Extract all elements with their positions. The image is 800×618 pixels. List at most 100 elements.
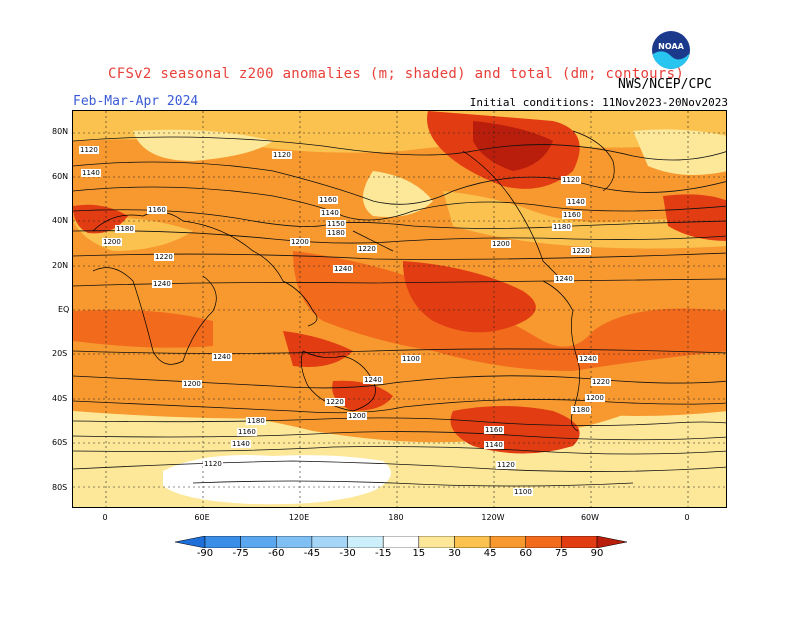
contour-label: 1150 — [326, 220, 346, 228]
contour-label: 1240 — [212, 353, 232, 361]
colorbar-cell — [561, 536, 598, 548]
shade-greenland-light — [633, 129, 726, 175]
lat-label-60s: 60S — [52, 438, 68, 447]
shade-siberia-light — [133, 129, 273, 161]
lon-label-60e: 60E — [194, 513, 210, 522]
colorbar-tick-label: -45 — [303, 548, 321, 559]
colorbar-cell — [240, 536, 277, 548]
contour-label: 1120 — [203, 460, 223, 468]
colorbar-cell — [204, 536, 241, 548]
contour-label: 1200 — [585, 394, 605, 402]
contour-label: 1240 — [554, 275, 574, 283]
colorbar-tick-label: -30 — [339, 548, 356, 559]
colorbar-arrow-low — [175, 536, 206, 548]
contour-label: 1120 — [496, 461, 516, 469]
colorbar-cell — [311, 536, 348, 548]
contour-label: 1120 — [272, 151, 292, 159]
shade-npac-light — [363, 171, 433, 217]
colorbar-cell — [489, 536, 526, 548]
contour-label: 1220 — [591, 378, 611, 386]
contour-label: 1180 — [246, 417, 266, 425]
shade-atl-red — [663, 194, 726, 241]
colorbar-tick-label: 60 — [519, 548, 533, 559]
colorbar-cell — [525, 536, 562, 548]
lon-label-120e: 120E — [288, 513, 310, 522]
season-label: Feb-Mar-Apr 2024 — [73, 94, 199, 109]
contour-label: 1240 — [363, 376, 383, 384]
shade-tropics — [293, 251, 726, 371]
contour-label: 1100 — [401, 355, 421, 363]
contour-label: 1180 — [115, 225, 135, 233]
shade-pacific-max — [403, 261, 536, 333]
contour-label: 1160 — [147, 206, 167, 214]
contour-label: 1200 — [347, 412, 367, 420]
noaa-logo-text: NOAA — [658, 42, 684, 51]
contour-label: 1140 — [484, 441, 504, 449]
contour-label: 1140 — [231, 440, 251, 448]
colorbar-tick-label: 15 — [412, 548, 426, 559]
noaa-logo: NOAA — [652, 31, 690, 69]
contour-label: 1140 — [81, 169, 101, 177]
initial-conditions-label: Initial conditions: 11Nov2023-20Nov2023 — [469, 96, 728, 109]
colorbar-cell — [276, 536, 313, 548]
graticule — [73, 111, 726, 507]
contour-label: 1220 — [571, 247, 591, 255]
colorbar-tick-label: -60 — [268, 548, 285, 559]
contour-label: 1160 — [562, 211, 582, 219]
lat-label-40n: 40N — [52, 216, 69, 225]
contour-label: 1240 — [333, 265, 353, 273]
colorbar-cells — [175, 536, 627, 548]
contour-label: 1100 — [513, 488, 533, 496]
colorbar-tick-label: 30 — [448, 548, 461, 559]
coastlines — [92, 130, 615, 432]
colorbar-tick-label: -75 — [232, 548, 249, 559]
colorbar-cell — [454, 536, 491, 548]
contour-label: 1220 — [357, 245, 377, 253]
anomaly-map — [72, 110, 727, 508]
lat-label-20n: 20N — [52, 261, 69, 270]
contour-label: 1200 — [182, 380, 202, 388]
contour-label: 1220 — [154, 253, 174, 261]
colorbar — [175, 536, 627, 548]
colorbar-arrow-high — [596, 536, 627, 548]
lat-label-20s: 20S — [52, 349, 68, 358]
lat-label-80n: 80N — [52, 127, 69, 136]
contour-label: 1160 — [237, 428, 257, 436]
shade-maritime — [283, 331, 353, 367]
map-title: CFSv2 seasonal z200 anomalies (m; shaded… — [108, 66, 685, 82]
height-contours — [73, 136, 726, 487]
colorbar-tick-label: -90 — [196, 548, 214, 559]
lon-label-60w: 60W — [580, 513, 600, 522]
contour-label: 1220 — [325, 398, 345, 406]
contour-label: 1120 — [561, 176, 581, 184]
map-canvas — [73, 111, 726, 507]
contour-label: 1160 — [318, 196, 338, 204]
lat-label-80s: 80S — [52, 483, 68, 492]
colorbar-tick-label: -15 — [375, 548, 392, 559]
colorbar-cell — [347, 536, 384, 548]
contour-label: 1140 — [320, 209, 340, 217]
lon-label-180: 180 — [388, 513, 404, 522]
shade-aus-red — [332, 380, 393, 411]
contour-label: 1180 — [326, 229, 346, 237]
lon-label-0: 0 — [102, 513, 108, 522]
lat-label-60n: 60N — [52, 172, 69, 181]
contour-label: 1200 — [491, 240, 511, 248]
shade-europe-red — [73, 204, 128, 234]
colorbar-tick-label: 75 — [554, 548, 568, 559]
colorbar-tick-label: 90 — [590, 548, 604, 559]
shade-midlat-light — [443, 191, 726, 249]
shade-south-mid — [73, 371, 726, 419]
colorbar-cell — [418, 536, 455, 548]
contour-label: 1160 — [484, 426, 504, 434]
lon-label-120w: 120W — [481, 513, 505, 522]
lat-label-eq: EQ — [58, 305, 70, 314]
contour-label: 1240 — [578, 355, 598, 363]
colorbar-cell — [382, 536, 420, 548]
lon-label-0-east: 0 — [684, 513, 690, 522]
contour-label: 1200 — [102, 238, 122, 246]
agency-label: NWS/NCEP/CPC — [618, 77, 712, 92]
shade-pole — [73, 496, 726, 507]
contour-label: 1240 — [152, 280, 172, 288]
contour-label: 1140 — [566, 198, 586, 206]
